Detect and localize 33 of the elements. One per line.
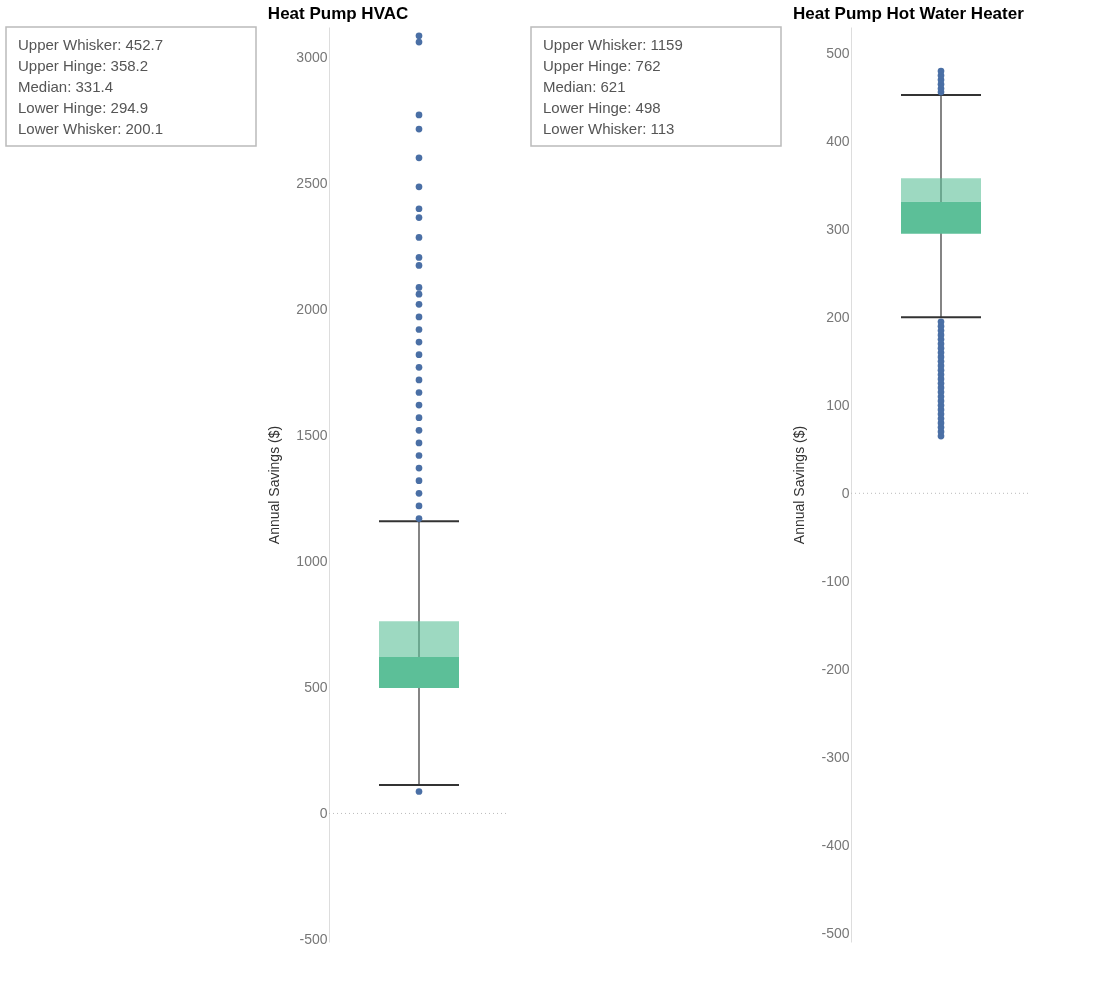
y-tick-label: 0: [841, 484, 850, 501]
text: Upper Whisker: 452.7: [18, 36, 164, 53]
text: Lower Whisker: 200.1: [18, 120, 164, 137]
y-tick-label: -500: [299, 930, 328, 947]
text: Lower Hinge: 294.9: [18, 99, 149, 116]
chart-title: Heat Pump Hot Water Heater: [792, 4, 1025, 23]
y-tick-label: 0: [319, 804, 328, 821]
y-tick-label: 1000: [296, 552, 328, 569]
y-tick-label: 3000: [296, 48, 328, 65]
text: Upper Hinge: 358.2: [18, 57, 149, 74]
y-axis-title: Annual Savings ($): [791, 425, 808, 545]
y-tick-label: -200: [821, 660, 850, 677]
y-tick-label: -100: [821, 572, 850, 589]
y-tick-label: -300: [821, 748, 850, 765]
y-tick-label: 500: [304, 678, 328, 695]
y-tick-label: 2000: [296, 300, 328, 317]
chart-title: Heat Pump HVAC: [267, 4, 409, 23]
y-tick-label: 2500: [296, 174, 328, 191]
y-tick-label: 400: [826, 132, 850, 149]
text: Upper Hinge: 762: [543, 57, 661, 74]
text: Lower Whisker: 113: [543, 120, 675, 137]
text: Median: 331.4: [18, 78, 114, 95]
y-tick-label: 1500: [296, 426, 328, 443]
y-tick-label: 500: [826, 44, 850, 61]
text: Median: 621: [543, 78, 626, 95]
text: Upper Whisker: 1159: [543, 36, 683, 53]
y-tick-label: 200: [826, 308, 850, 325]
text: Lower Hinge: 498: [543, 99, 661, 116]
y-tick-label: 300: [826, 220, 850, 237]
y-tick-label: -500: [821, 924, 850, 941]
y-tick-label: 100: [826, 396, 850, 413]
y-axis-title: Annual Savings ($): [266, 425, 283, 545]
y-tick-label: -400: [821, 836, 850, 853]
